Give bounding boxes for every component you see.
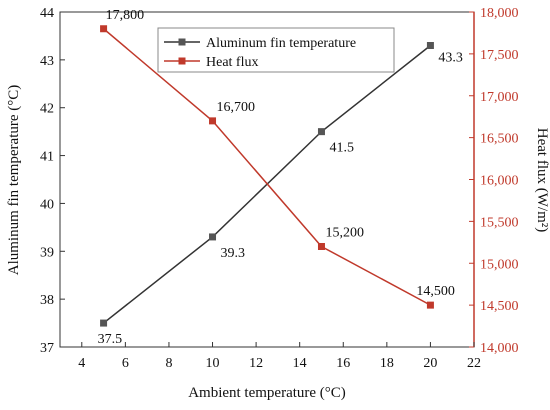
left-tick-label: 43 [40, 54, 54, 69]
data-label-fin-temperature: 37.5 [98, 332, 123, 347]
left-tick-label: 38 [40, 293, 54, 308]
legend-label-fin-temperature: Aluminum fin temperature [206, 36, 356, 51]
data-point-heat-flux [100, 25, 108, 33]
left-tick-label: 40 [40, 197, 54, 212]
right-tick-label: 14,000 [480, 341, 519, 356]
x-tick-label: 6 [122, 356, 129, 371]
x-tick-label: 12 [249, 356, 263, 371]
right-axis-ticks: 14,000 14,500 15,000 15,500 16,000 16,500 17,0… [469, 6, 519, 356]
x-tick-label: 10 [206, 356, 220, 371]
left-tick-label: 42 [40, 102, 54, 117]
x-axis-title: Ambient temperature (°C) [188, 385, 346, 401]
x-tick-label: 4 [78, 356, 85, 371]
data-label-fin-temperature: 39.3 [221, 246, 246, 261]
x-tick-label: 16 [336, 356, 350, 371]
legend-box [157, 27, 395, 73]
right-tick-label: 16,500 [480, 132, 519, 147]
data-point-heat-flux [426, 301, 434, 309]
data-point-fin-temperature [209, 233, 217, 241]
left-axis-title: Aluminum fin temperature (°C) [6, 85, 22, 276]
right-tick-label: 15,000 [480, 257, 519, 272]
left-tick-label: 39 [40, 245, 54, 260]
legend: Aluminum fin temperature Heat flux [157, 27, 395, 73]
legend-label-heat-flux: Heat flux [206, 55, 258, 70]
data-label-fin-temperature: 41.5 [329, 141, 354, 156]
right-tick-label: 14,500 [480, 299, 519, 314]
data-label-heat-flux: 15,200 [325, 226, 364, 241]
right-tick-label: 17,000 [480, 90, 519, 105]
data-point-heat-flux [317, 243, 325, 250]
data-label-heat-flux: 14,500 [416, 284, 455, 299]
x-tick-label: 20 [423, 356, 437, 371]
left-tick-label: 37 [40, 341, 54, 356]
legend-marker-fin-temperature [178, 38, 186, 46]
data-label-fin-temperature: 43.3 [438, 51, 463, 66]
left-axis-ticks: 37 38 39 40 41 42 43 44 [40, 6, 65, 356]
right-tick-label: 15,500 [480, 215, 519, 230]
data-point-fin-temperature [100, 319, 108, 327]
data-label-heat-flux: 16,700 [217, 100, 256, 115]
data-label-heat-flux: 17,800 [106, 8, 145, 23]
legend-marker-heat-flux [178, 57, 186, 65]
left-tick-label: 44 [40, 6, 54, 21]
right-tick-label: 18,000 [480, 6, 519, 21]
x-tick-label: 14 [293, 356, 307, 371]
left-tick-label: 41 [40, 150, 54, 165]
right-tick-label: 16,000 [480, 174, 519, 189]
right-tick-label: 17,500 [480, 48, 519, 63]
series-line-heat-flux [103, 28, 431, 306]
data-point-fin-temperature [426, 42, 434, 49]
x-tick-label: 22 [467, 356, 481, 371]
series-layer: 37.5 39.3 41.5 43.3 17,800 16,700 15,200 14,500 [98, 8, 463, 347]
x-axis-ticks: 4 6 8 10 12 14 16 18 20 22 [78, 342, 481, 371]
data-point-heat-flux [209, 117, 217, 125]
right-axis-title: Heat flux (W/m²) [534, 128, 550, 232]
data-point-fin-temperature [317, 128, 325, 136]
x-tick-label: 8 [165, 356, 172, 371]
x-tick-label: 18 [380, 356, 394, 371]
